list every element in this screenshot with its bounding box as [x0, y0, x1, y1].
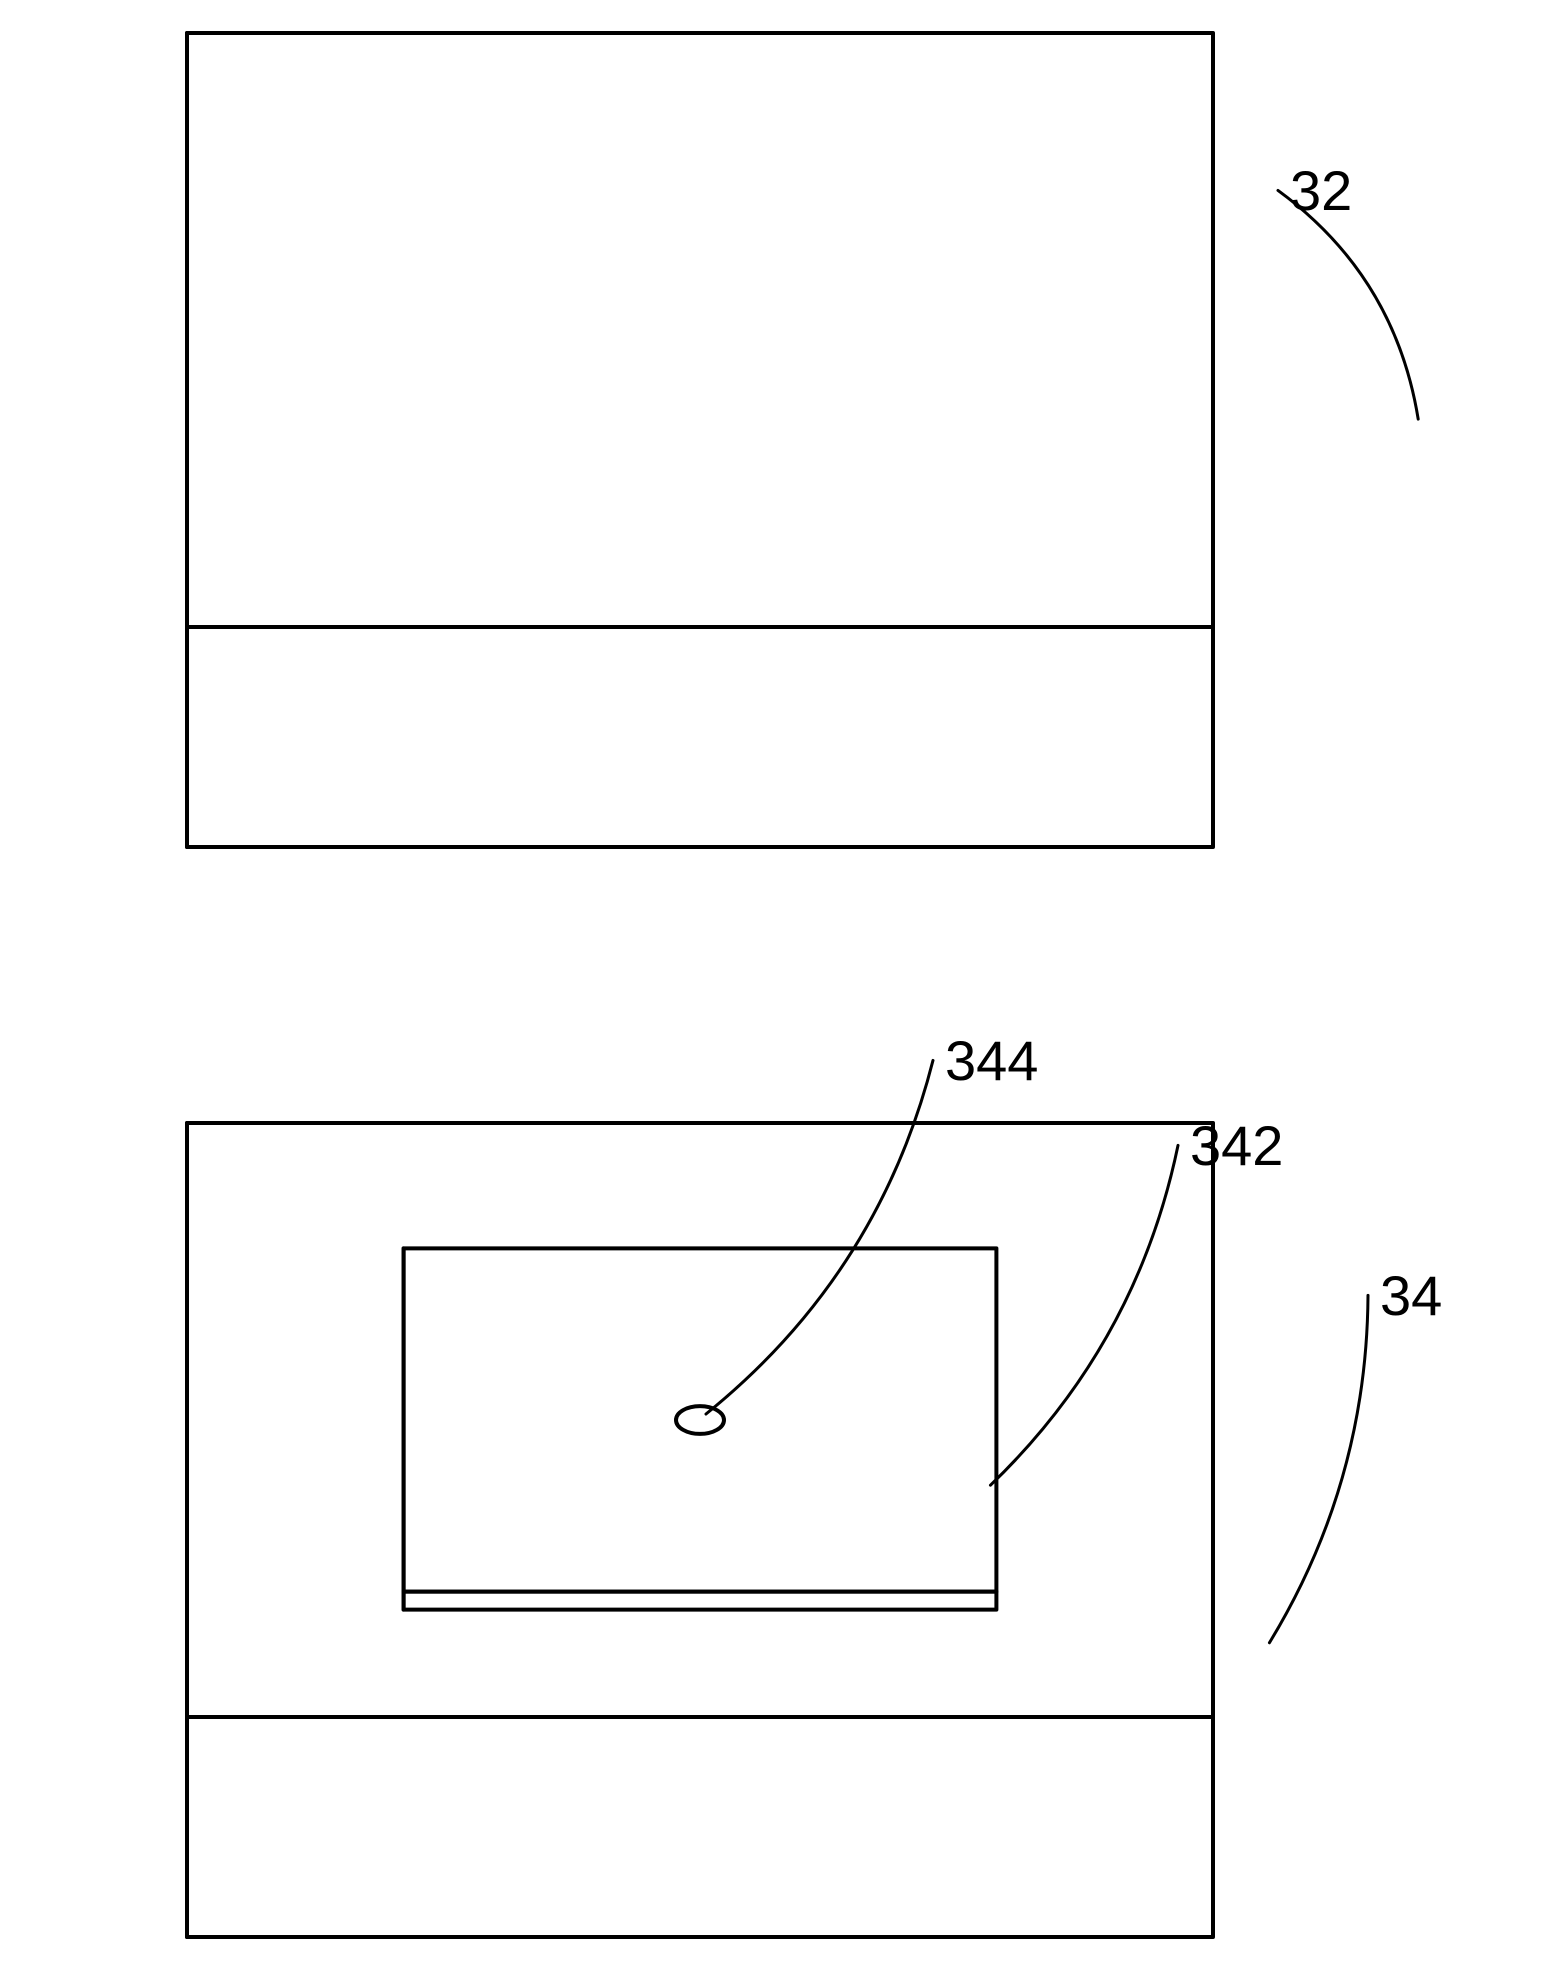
- isoblock-top-face: [187, 33, 1213, 627]
- leader-344: [706, 1060, 933, 1414]
- isoblock-right-face: [187, 1717, 1213, 1937]
- leader-32: [1278, 190, 1418, 419]
- center-circle-344: [676, 1406, 724, 1434]
- isoblock-right-face: [187, 627, 1213, 847]
- leader-34: [1269, 1295, 1368, 1642]
- leader-342: [990, 1145, 1178, 1485]
- isoblock-top-face: [404, 1248, 997, 1591]
- label-344: 344: [945, 1029, 1038, 1092]
- label-342: 342: [1190, 1114, 1283, 1177]
- label-32: 32: [1290, 159, 1352, 222]
- label-34: 34: [1380, 1264, 1442, 1327]
- isoblock-right-face: [404, 1592, 997, 1610]
- isoblock-top-face: [187, 1123, 1213, 1717]
